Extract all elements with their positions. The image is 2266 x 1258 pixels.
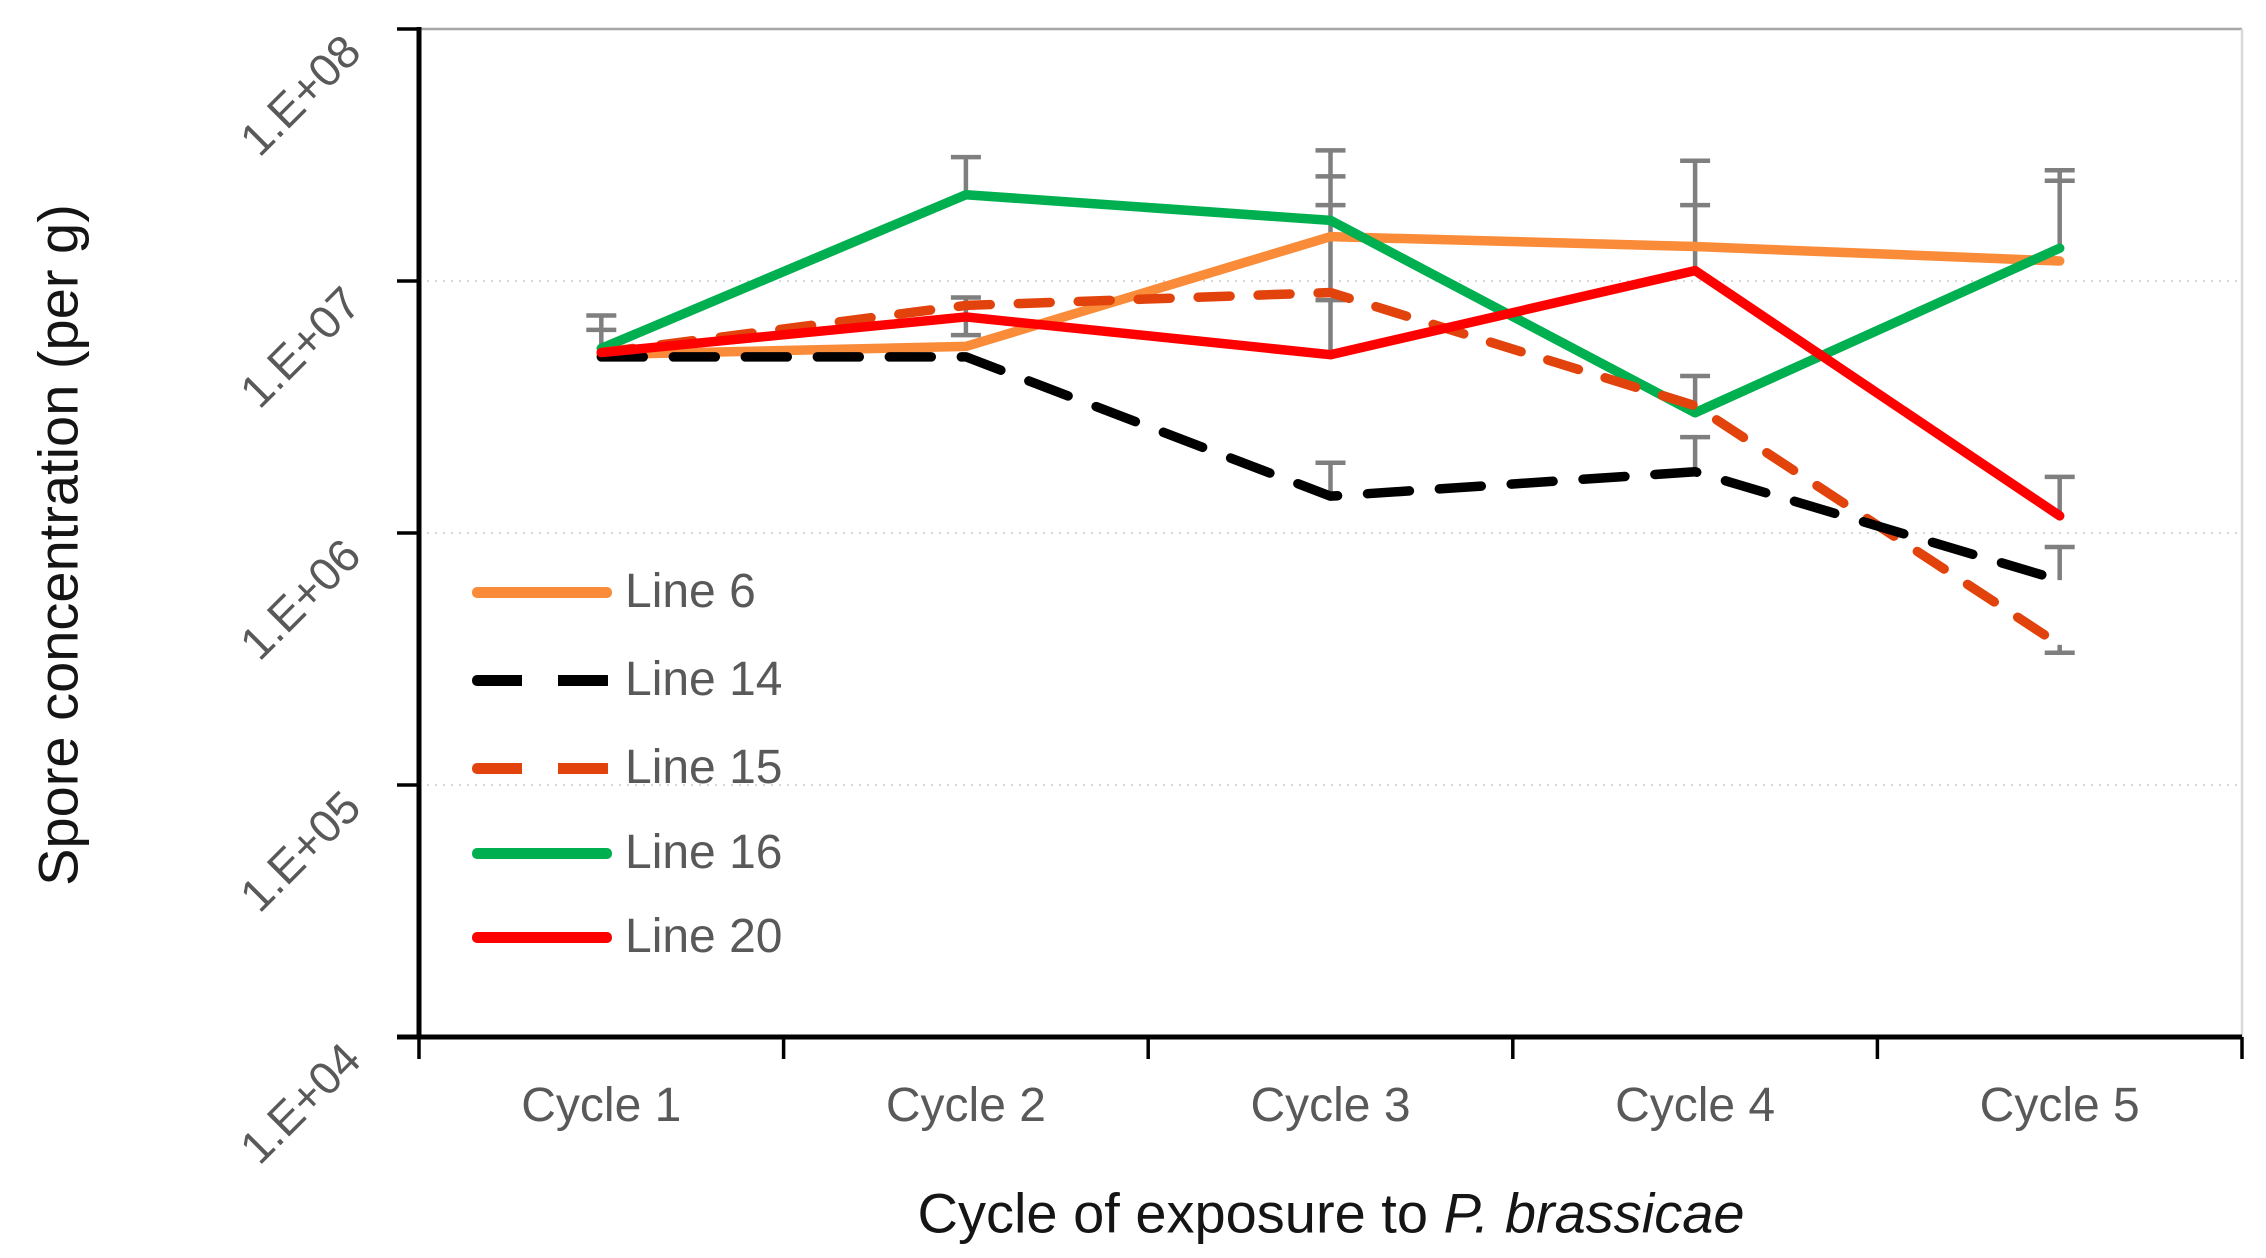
y-axis-title: Spore concentration (per g) [26,204,90,886]
x-axis-title-species-italic: P. brassicae [1443,1181,1745,1245]
legend-label-line-20: Line 20 [625,910,783,963]
legend-swatch-line-15 [472,762,612,774]
legend-label-line-15: Line 15 [625,741,783,794]
legend-swatch-line-16 [472,847,612,859]
legend-swatch-line-6 [472,586,612,598]
legend-label-line-16: Line 16 [625,826,783,879]
x-tick-label: Cycle 2 [885,1079,1046,1132]
x-tick-label: Cycle 5 [1979,1079,2140,1132]
legend-item-line-16: Line 16 [472,825,782,881]
x-axis-title-text: Cycle of exposure to [917,1181,1444,1245]
series-line-line-14 [596,352,2065,585]
series-line-line-15 [596,287,2065,650]
legend-item-line-6: Line 6 [472,564,756,620]
legend-label-line-6: Line 6 [625,565,756,618]
legend-item-line-14: Line 14 [472,652,782,708]
legend-item-line-15: Line 15 [472,740,782,796]
x-tick-label: Cycle 3 [1250,1079,1411,1132]
series-line-line-20 [596,265,2065,521]
legend-swatch-line-20 [472,931,612,943]
x-axis-title: Cycle of exposure to P. brassicae [918,1181,1745,1246]
series-line-line-6 [596,231,2065,360]
legend-label-line-14: Line 14 [625,653,783,706]
legend-swatch-line-14 [472,674,612,686]
x-tick-label: Cycle 1 [521,1079,682,1132]
legend-item-line-20: Line 20 [472,909,782,965]
x-tick-label: Cycle 4 [1615,1079,1776,1132]
